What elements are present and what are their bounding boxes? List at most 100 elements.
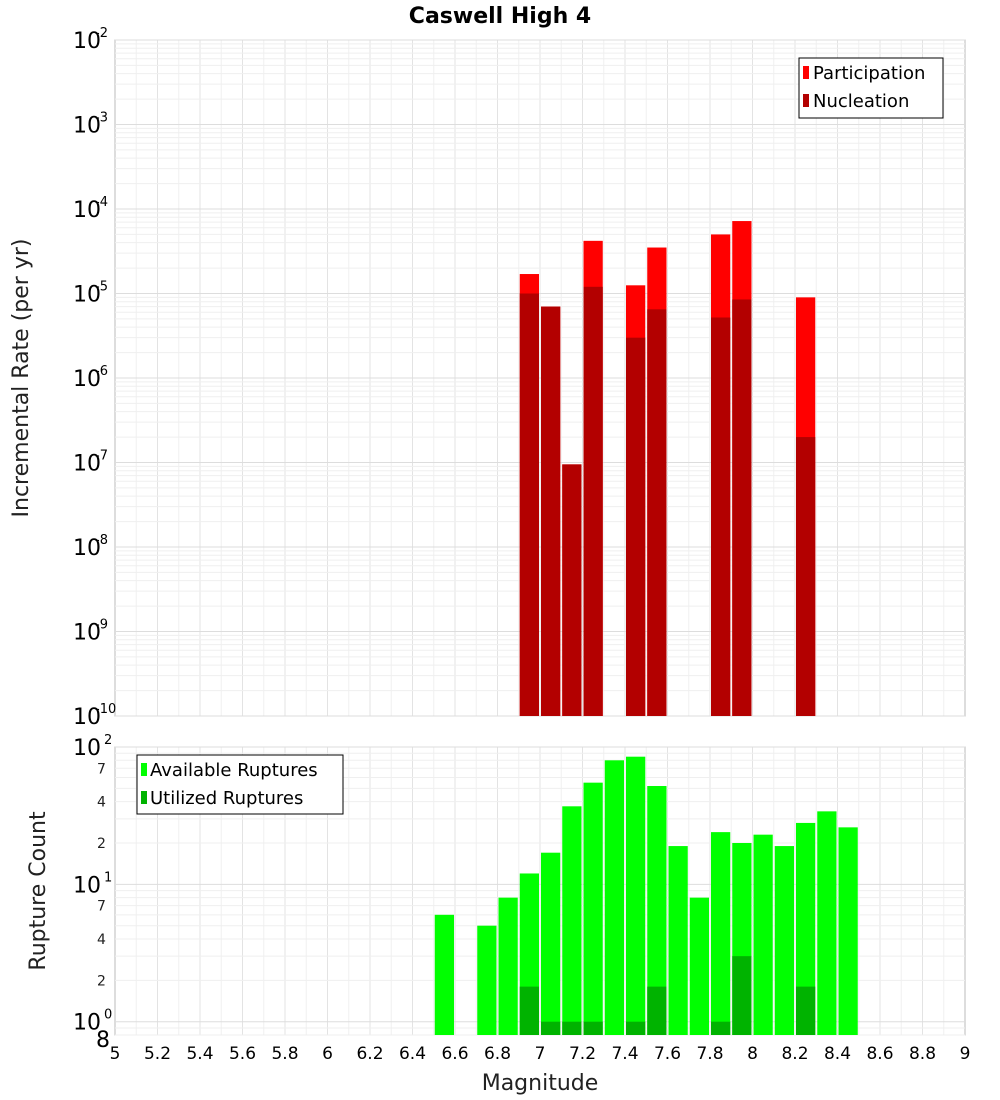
rate-y-tick-label: 10: [73, 198, 101, 223]
count-y-minor-tick-label: 4: [97, 932, 106, 948]
nucleation-bar: [796, 437, 816, 716]
count-grid: [115, 746, 965, 1036]
available-ruptures-bar: [562, 806, 582, 1035]
x-tick-label: 7.4: [611, 1044, 638, 1064]
utilized-legend-label: Utilized Ruptures: [150, 788, 303, 809]
rate-y-tick-exponent: -6: [95, 364, 108, 379]
count-y-minor-tick-label: 2: [97, 973, 106, 989]
rate-y-tick-exponent: -5: [95, 280, 108, 295]
x-tick-label: 8.2: [781, 1044, 808, 1064]
rate-y-tick-exponent: -9: [95, 618, 108, 633]
available-ruptures-bar: [626, 756, 646, 1035]
x-tick-label: 9: [960, 1044, 971, 1064]
chart-title: Caswell High 4: [409, 4, 591, 29]
count-legend: Available Ruptures Utilized Ruptures: [136, 754, 344, 815]
x-tick-label: 6.8: [484, 1044, 511, 1064]
utilized-ruptures-bar: [732, 956, 752, 1035]
x-tick-label: 7.6: [654, 1044, 681, 1064]
available-ruptures-bar: [583, 782, 603, 1035]
rate-grid: [115, 39, 965, 717]
x-tick-label: 6: [322, 1044, 333, 1064]
utilized-legend-swatch: [141, 791, 147, 804]
nucleation-bar: [541, 306, 561, 716]
x-tick-label: 8.6: [866, 1044, 893, 1064]
count-y-axis-label: Rupture Count: [26, 811, 51, 971]
x-tick-label: 5: [110, 1044, 121, 1064]
count-y-tick-label: 10: [73, 1011, 101, 1036]
utilized-ruptures-bar: [541, 1021, 561, 1035]
available-ruptures-bar: [668, 846, 688, 1035]
available-ruptures-bar: [434, 914, 454, 1035]
x-tick-label: 6.2: [356, 1044, 383, 1064]
available-legend-swatch: [141, 763, 147, 776]
x-tick-label: 5.6: [229, 1044, 256, 1064]
x-tick-label: 8.4: [824, 1044, 851, 1064]
utilized-ruptures-bar: [796, 986, 816, 1035]
x-tick-labels: 5 5.2 5.4 5.6 5.8 6 6.2 6.4 6.6 6.8 7 7.2 7.4 7.6 7.8 8…: [110, 1044, 971, 1064]
nucleation-bar: [519, 293, 539, 716]
count-y-tick-label: 10: [73, 873, 101, 898]
nucleation-bar: [562, 464, 582, 716]
rate-y-axis-label: Incremental Rate (per yr): [9, 239, 34, 518]
count-bars: [434, 756, 858, 1035]
rate-y-tick-label: 10: [73, 621, 101, 646]
nucleation-legend-label: Nucleation: [813, 91, 909, 112]
rate-y-tick-exponent: -4: [95, 195, 108, 210]
available-ruptures-bar: [774, 846, 794, 1035]
count-y-minor-tick-label: 8: [96, 1028, 110, 1053]
utilized-ruptures-bar: [562, 1021, 582, 1035]
x-tick-label: 5.2: [144, 1044, 171, 1064]
count-y-tick-label: 10: [73, 736, 101, 761]
available-legend-label: Available Ruptures: [150, 760, 318, 781]
participation-legend-label: Participation: [813, 63, 925, 84]
rate-y-tick-exponent: -2: [95, 26, 108, 41]
rate-bars: [519, 221, 816, 717]
count-y-minor-tick-label: 4: [97, 795, 106, 811]
nucleation-bar: [732, 299, 752, 716]
nucleation-bar: [583, 286, 603, 716]
x-tick-label: 7.2: [569, 1044, 596, 1064]
nucleation-legend-swatch: [803, 94, 809, 107]
count-y-tick-exponent: 2: [104, 733, 112, 748]
rate-y-tick-label: 10: [73, 114, 101, 139]
rate-y-tick-label: 10: [73, 705, 101, 730]
count-y-minor-tick-label: 7: [97, 899, 106, 915]
x-tick-label: 7.8: [696, 1044, 723, 1064]
utilized-ruptures-bar: [711, 1021, 731, 1035]
nucleation-bar: [626, 337, 646, 716]
rate-y-tick-exponent: -8: [95, 533, 108, 548]
utilized-ruptures-bar: [647, 986, 667, 1035]
available-ruptures-bar: [477, 925, 497, 1035]
rate-y-tick-label: 10: [73, 29, 101, 54]
available-ruptures-bar: [647, 786, 667, 1035]
x-tick-label: 8.8: [909, 1044, 936, 1064]
available-ruptures-bar: [541, 852, 561, 1035]
x-tick-label: 8: [747, 1044, 758, 1064]
utilized-ruptures-bar: [583, 1021, 603, 1035]
rate-y-tick-label: 10: [73, 536, 101, 561]
available-ruptures-bar: [796, 822, 816, 1035]
utilized-ruptures-bar: [519, 986, 539, 1035]
nucleation-bar: [647, 309, 667, 716]
count-y-tick-exponent: 1: [104, 870, 112, 885]
rate-y-tick-exponent: -3: [95, 111, 108, 126]
rate-y-tick-label: 10: [73, 367, 101, 392]
available-ruptures-bar: [838, 827, 858, 1035]
available-ruptures-bar: [711, 832, 731, 1035]
count-legend-box: [136, 754, 344, 815]
rate-legend: Participation Nucleation: [798, 57, 944, 119]
nucleation-bar: [711, 317, 731, 716]
x-tick-label: 6.4: [399, 1044, 426, 1064]
rate-y-tick-label: 10: [73, 283, 101, 308]
available-ruptures-bar: [817, 811, 837, 1035]
rate-y-tick-exponent: -10: [95, 702, 116, 717]
available-ruptures-bar: [689, 897, 709, 1035]
rate-legend-box: [798, 57, 944, 119]
x-tick-label: 7: [535, 1044, 546, 1064]
participation-legend-swatch: [803, 66, 809, 79]
